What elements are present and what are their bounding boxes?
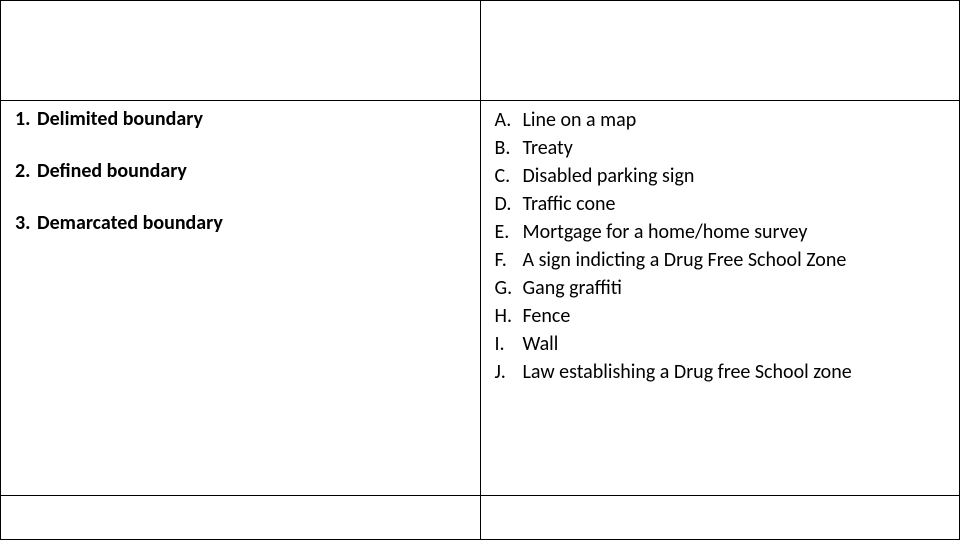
list-item: I.Wall — [495, 331, 950, 357]
option-text: Mortgage for a home/home survey — [523, 220, 808, 244]
header-left-cell — [1, 1, 481, 101]
option-letter: I. — [495, 331, 523, 357]
list-item: D.Traffic cone — [495, 191, 950, 217]
list-item: F.A sign indicting a Drug Free School Zo… — [495, 247, 950, 273]
option-text: Wall — [523, 332, 559, 356]
option-letter: E. — [495, 219, 523, 245]
option-text: Disabled parking sign — [523, 164, 695, 188]
list-item: C.Disabled parking sign — [495, 163, 950, 189]
list-item: 3.Demarcated boundary — [15, 211, 470, 235]
option-text: Gang graffiti — [523, 276, 622, 300]
option-text: A sign indicting a Drug Free School Zone — [523, 248, 847, 272]
footer-left-cell — [1, 496, 481, 540]
term-number: 3. — [15, 211, 37, 235]
list-item: E.Mortgage for a home/home survey — [495, 219, 950, 245]
right-options-cell: A.Line on a map B.Treaty C.Disabled park… — [480, 101, 960, 496]
option-text: Law establishing a Drug free School zone — [523, 360, 852, 384]
option-letter: A. — [495, 107, 523, 133]
list-item: B.Treaty — [495, 135, 950, 161]
option-text: Traffic cone — [523, 192, 616, 216]
term-text: Demarcated boundary — [37, 211, 223, 235]
terms-list: 1.Delimited boundary 2.Defined boundary … — [11, 107, 470, 235]
matching-table: 1.Delimited boundary 2.Defined boundary … — [0, 0, 960, 540]
option-text: Treaty — [523, 136, 573, 160]
option-letter: J. — [495, 359, 523, 385]
list-item: G.Gang graffiti — [495, 275, 950, 301]
option-text: Line on a map — [523, 108, 637, 132]
options-list: A.Line on a map B.Treaty C.Disabled park… — [491, 107, 950, 385]
footer-right-cell — [480, 496, 960, 540]
option-letter: G. — [495, 275, 523, 301]
header-right-cell — [480, 1, 960, 101]
list-item: 1.Delimited boundary — [15, 107, 470, 131]
term-text: Delimited boundary — [37, 107, 203, 131]
option-text: Fence — [523, 304, 571, 328]
term-number: 2. — [15, 159, 37, 183]
list-item: J.Law establishing a Drug free School zo… — [495, 359, 950, 385]
option-letter: D. — [495, 191, 523, 217]
term-text: Defined boundary — [37, 159, 187, 183]
term-number: 1. — [15, 107, 37, 131]
option-letter: F. — [495, 247, 523, 273]
option-letter: H. — [495, 303, 523, 329]
option-letter: B. — [495, 135, 523, 161]
list-item: 2.Defined boundary — [15, 159, 470, 183]
list-item: H.Fence — [495, 303, 950, 329]
option-letter: C. — [495, 163, 523, 189]
list-item: A.Line on a map — [495, 107, 950, 133]
left-terms-cell: 1.Delimited boundary 2.Defined boundary … — [1, 101, 481, 496]
